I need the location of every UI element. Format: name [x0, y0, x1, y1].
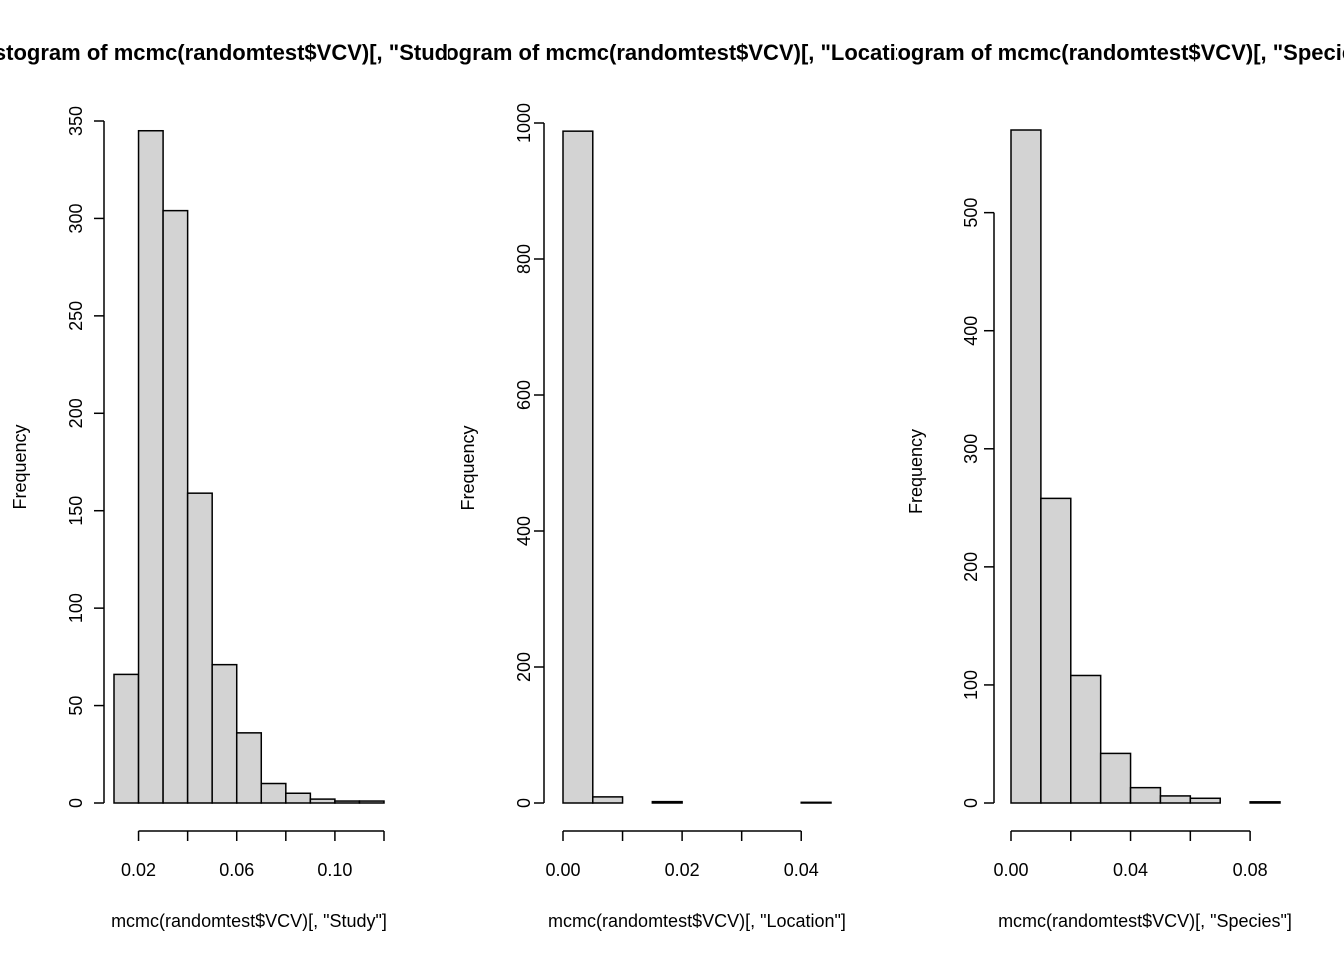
histogram-bar	[1070, 674, 1102, 804]
histogram-bar	[1129, 786, 1162, 804]
x-tick-label: 0.00	[993, 860, 1028, 880]
histogram-bar	[162, 209, 189, 804]
histogram-bar	[334, 800, 361, 804]
histogram-bar	[651, 800, 683, 804]
histogram-bar	[1040, 497, 1072, 804]
y-tick-label: 0	[514, 798, 534, 808]
histogram-bar	[309, 798, 336, 804]
x-tick-label: 0.02	[121, 860, 156, 880]
histogram-bar	[1189, 797, 1221, 804]
x-tick-label: 0.10	[317, 860, 352, 880]
x-axis-label: mcmc(randomtest$VCV)[, "Location"]	[548, 911, 846, 931]
y-tick-label: 200	[961, 552, 981, 582]
y-tick-label: 100	[961, 670, 981, 700]
histogram-bar	[285, 792, 312, 804]
x-tick-label: 0.08	[1233, 860, 1268, 880]
y-tick-label: 0	[961, 798, 981, 808]
histogram-bar	[211, 663, 238, 804]
y-tick-label: 350	[66, 106, 86, 136]
y-axis-label: Frequency	[10, 424, 30, 509]
x-tick-label: 0.04	[1113, 860, 1148, 880]
y-tick-label: 200	[514, 652, 534, 682]
histogram-bar	[1099, 752, 1132, 804]
histogram-bar	[562, 130, 594, 804]
histogram-bar	[1159, 795, 1192, 804]
x-tick-label: 0.00	[545, 860, 580, 880]
panel-title: Histogram of mcmc(randomtest$VCV)[, "Loc…	[404, 40, 941, 65]
histogram-bar	[358, 800, 385, 804]
y-tick-label: 400	[961, 316, 981, 346]
histogram-panel-3: Histogram of mcmc(randomtest$VCV)[, "Spe…	[856, 40, 1344, 931]
histogram-panel-1: Histogram of mcmc(randomtest$VCV)[, "Stu…	[0, 40, 478, 931]
y-tick-label: 100	[66, 593, 86, 623]
x-axis-label: mcmc(randomtest$VCV)[, "Study"]	[111, 911, 387, 931]
x-axis-label: mcmc(randomtest$VCV)[, "Species"]	[998, 911, 1292, 931]
histogram-bar	[113, 673, 140, 804]
histogram-bar	[186, 492, 213, 804]
y-tick-label: 0	[66, 798, 86, 808]
y-tick-label: 600	[514, 380, 534, 410]
histogram-bar	[137, 129, 164, 804]
y-tick-label: 250	[66, 301, 86, 331]
panel-title: Histogram of mcmc(randomtest$VCV)[, "Stu…	[0, 40, 478, 65]
y-tick-label: 400	[514, 516, 534, 546]
histogram-panel-2: Histogram of mcmc(randomtest$VCV)[, "Loc…	[404, 40, 941, 931]
histogram-bar	[592, 796, 624, 804]
x-tick-label: 0.04	[784, 860, 819, 880]
histogram-bar	[235, 732, 263, 804]
histogram-bar	[1010, 129, 1042, 804]
y-tick-label: 500	[961, 198, 981, 228]
x-tick-label: 0.06	[219, 860, 254, 880]
y-tick-label: 300	[66, 203, 86, 233]
y-tick-label: 200	[66, 398, 86, 428]
histogram-bar	[1249, 801, 1281, 804]
y-tick-label: 1000	[514, 103, 534, 143]
histogram-bar	[260, 782, 287, 804]
y-tick-label: 800	[514, 244, 534, 274]
x-tick-label: 0.02	[665, 860, 700, 880]
panel-title: Histogram of mcmc(randomtest$VCV)[, "Spe…	[856, 40, 1344, 65]
y-axis-label: Frequency	[458, 425, 478, 510]
histogram-bar	[800, 801, 832, 804]
y-tick-label: 50	[66, 696, 86, 716]
y-tick-label: 150	[66, 496, 86, 526]
y-axis-label: Frequency	[906, 429, 926, 514]
y-tick-label: 300	[961, 434, 981, 464]
